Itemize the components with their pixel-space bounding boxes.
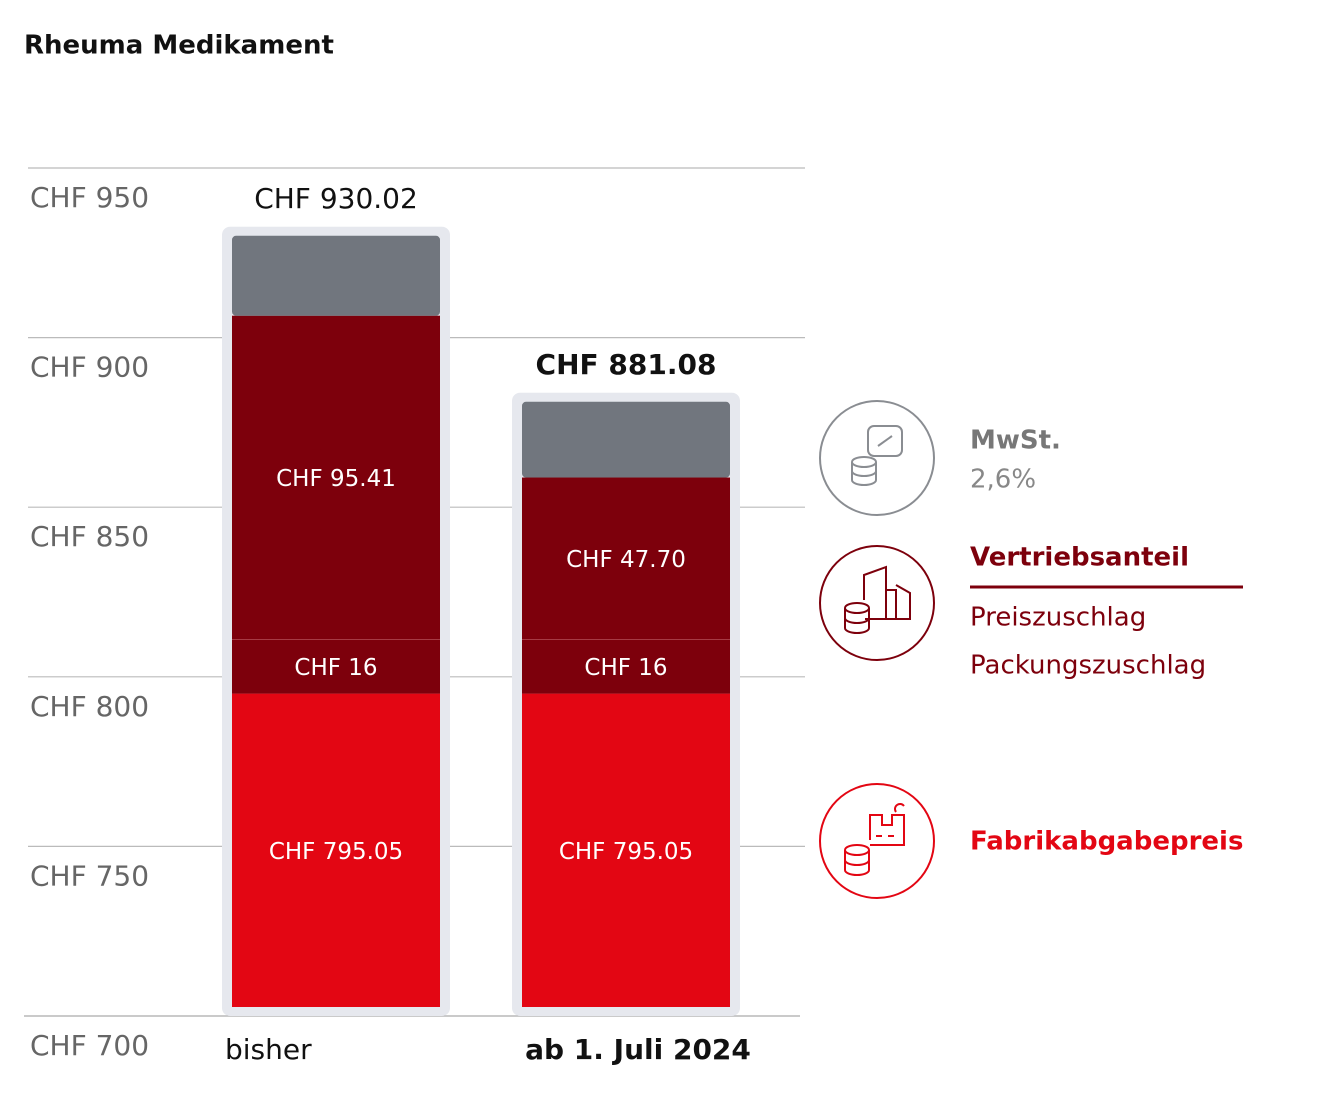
total-label: CHF 881.08 [536,348,717,381]
value-label: CHF 95.41 [276,466,396,492]
legend-label: Packungszuschlag [970,651,1206,681]
legend-icon [819,783,935,899]
value-label: CHF 47.70 [566,547,686,573]
bar-segment [522,477,730,640]
bar-segment [232,315,440,640]
plot: CHF 700 CHF 750 CHF 800 CHF 850 CHF 900 CHF 9… [24,167,805,1066]
y-tick-label: CHF 950 [30,181,149,214]
total-label: CHF 930.02 [254,182,418,215]
bar-segment [522,693,730,1007]
legend-icon [819,545,935,661]
bar-segment [522,401,730,478]
mwst-rate: 2,6% [970,465,1036,495]
legend: MwSt. 2,6% Vertriebsanteil Preiszuschlag… [819,400,1243,899]
group-label: Vertriebsanteil [970,543,1189,573]
bar-segment [232,693,440,1007]
legend-label: Preiszuschlag [970,603,1146,633]
legend-label: Fabrikabgabepreis [970,827,1243,857]
y-tick-label: CHF 850 [30,520,149,553]
value-label: CHF 16 [294,655,377,681]
value-label: CHF 795.05 [559,839,693,865]
legend-label: MwSt. [970,426,1061,456]
bar-segment [232,235,440,316]
x-tick-label: bisher [225,1033,312,1066]
value-label: CHF 16 [584,655,667,681]
y-tick-label: CHF 800 [30,690,149,723]
y-tick-label: CHF 750 [30,859,149,892]
bar-segment [522,639,730,694]
chart-title: Rheuma Medikament [24,31,334,61]
y-tick-label: CHF 900 [30,351,149,384]
x-tick-label: ab 1. Juli 2024 [525,1033,751,1066]
bar-segment [232,639,440,694]
legend-icon [819,400,935,516]
y-tick-label: CHF 700 [30,1029,149,1062]
value-label: CHF 795.05 [269,839,403,865]
